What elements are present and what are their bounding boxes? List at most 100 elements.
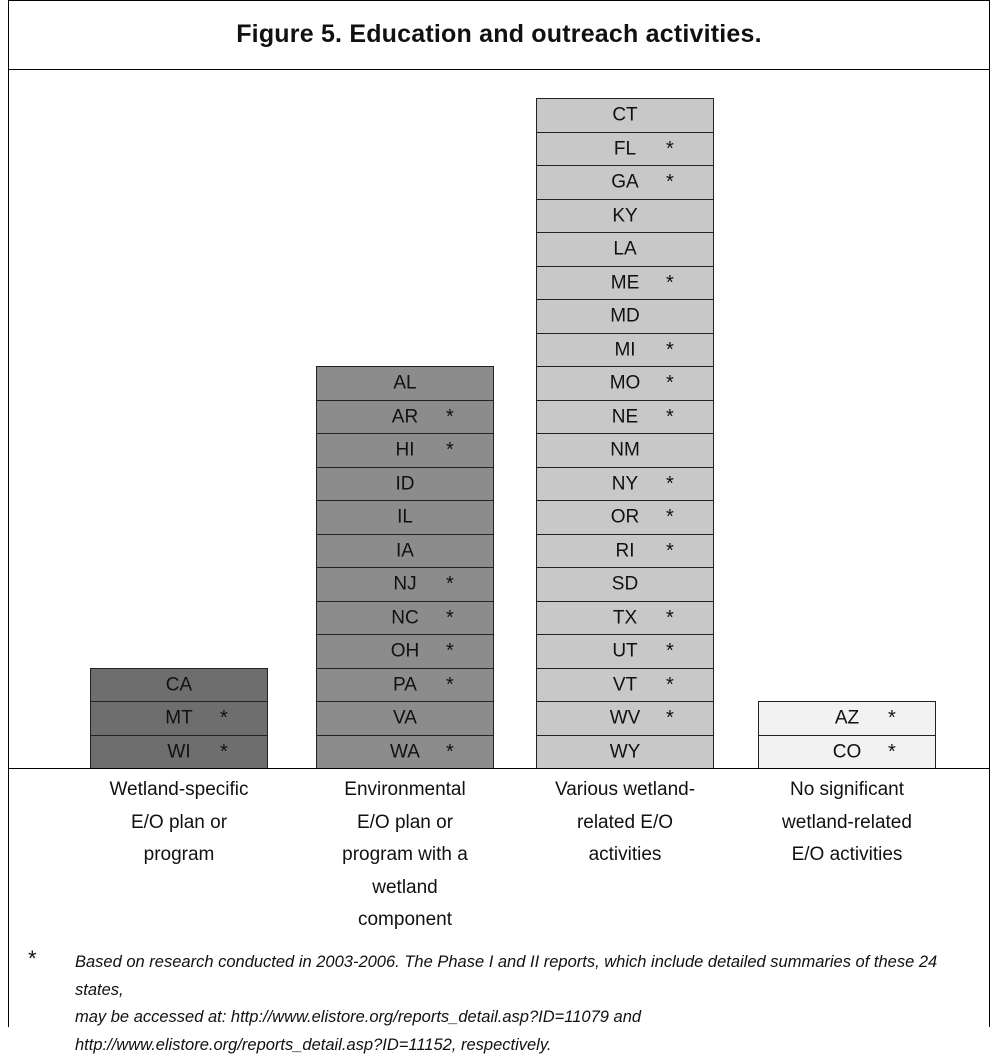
state-abbr: MT	[165, 707, 193, 729]
star-marker: *	[666, 606, 674, 629]
star-marker: *	[446, 640, 454, 663]
state-abbr: UT	[612, 640, 638, 662]
state-cell-ar: AR *	[316, 399, 494, 434]
star-marker: *	[888, 707, 896, 730]
state-abbr: FL	[613, 138, 637, 160]
state-cell-nj: NJ *	[316, 567, 494, 602]
state-cell-oh: OH *	[316, 634, 494, 669]
star-marker: *	[888, 740, 896, 763]
state-cell-tx: TX *	[536, 600, 714, 635]
state-abbr: AL	[393, 372, 417, 394]
star-marker: *	[220, 740, 228, 763]
state-cell-mt: MT *	[90, 701, 268, 736]
state-abbr: WI	[167, 741, 191, 763]
star-marker: *	[446, 405, 454, 428]
star-marker: *	[446, 673, 454, 696]
state-cell-az: AZ *	[758, 701, 936, 736]
figure-title: Figure 5. Education and outreach activit…	[8, 0, 990, 70]
state-abbr: SD	[611, 573, 639, 595]
state-abbr: MI	[614, 339, 636, 361]
state-abbr: NJ	[393, 573, 417, 595]
state-cell-ga: GA *	[536, 165, 714, 200]
chart-baseline	[8, 768, 990, 769]
state-cell-ky: KY	[536, 198, 714, 233]
star-marker: *	[666, 137, 674, 160]
figure-frame	[8, 0, 990, 1027]
state-abbr: AZ	[834, 707, 860, 729]
star-marker: *	[666, 171, 674, 194]
state-abbr: NY	[611, 473, 639, 495]
star-marker: *	[446, 573, 454, 596]
state-cell-ct: CT	[536, 98, 714, 133]
state-abbr: WV	[609, 707, 641, 729]
footnote-marker: *	[28, 946, 37, 971]
state-cell-mo: MO *	[536, 366, 714, 401]
state-abbr: MO	[609, 372, 641, 394]
state-abbr: WY	[609, 741, 641, 763]
state-cell-pa: PA *	[316, 667, 494, 702]
star-marker: *	[666, 472, 674, 495]
state-abbr: KY	[612, 205, 638, 227]
star-marker: *	[666, 506, 674, 529]
state-abbr: ID	[395, 473, 415, 495]
star-marker: *	[666, 271, 674, 294]
state-cell-mi: MI *	[536, 332, 714, 367]
star-marker: *	[666, 640, 674, 663]
state-abbr: CT	[612, 104, 638, 126]
state-cell-al: AL	[316, 366, 494, 401]
state-abbr: OR	[610, 506, 640, 528]
state-cell-la: LA	[536, 232, 714, 267]
state-abbr: PA	[393, 674, 417, 696]
state-cell-sd: SD	[536, 567, 714, 602]
state-abbr: IL	[397, 506, 413, 528]
star-marker: *	[666, 372, 674, 395]
category-label: Various wetland- related E/O activities	[554, 779, 696, 865]
star-marker: *	[220, 707, 228, 730]
state-abbr: ME	[610, 272, 640, 294]
state-abbr: VT	[612, 674, 638, 696]
state-abbr: AR	[391, 406, 419, 428]
star-marker: *	[666, 338, 674, 361]
state-abbr: WA	[390, 741, 420, 763]
state-cell-wy: WY	[536, 734, 714, 769]
state-cell-ri: RI *	[536, 533, 714, 568]
star-marker: *	[666, 673, 674, 696]
state-cell-il: IL	[316, 500, 494, 535]
state-abbr: MD	[610, 305, 640, 327]
state-abbr: CA	[165, 674, 193, 696]
state-cell-me: ME *	[536, 265, 714, 300]
state-cell-hi: HI *	[316, 433, 494, 468]
star-marker: *	[446, 606, 454, 629]
state-cell-ny: NY *	[536, 466, 714, 501]
state-cell-ne: NE *	[536, 399, 714, 434]
state-abbr: OH	[390, 640, 420, 662]
star-marker: *	[666, 405, 674, 428]
state-cell-ut: UT *	[536, 634, 714, 669]
chart-area: CA MT * WI * Wetland-specific E/O plan or pro…	[90, 98, 936, 930]
star-marker: *	[446, 439, 454, 462]
state-cell-nc: NC *	[316, 600, 494, 635]
state-abbr: NM	[610, 439, 640, 461]
state-cell-ia: IA	[316, 533, 494, 568]
state-abbr: LA	[613, 238, 637, 260]
state-cell-va: VA	[316, 701, 494, 736]
state-abbr: VA	[393, 707, 417, 729]
state-abbr: NE	[611, 406, 639, 428]
category-label: Wetland-specific E/O plan or program	[109, 779, 249, 865]
state-abbr: GA	[611, 171, 639, 193]
state-cell-wa: WA *	[316, 734, 494, 769]
state-abbr: RI	[615, 540, 635, 562]
state-cell-wi: WI *	[90, 734, 268, 769]
state-cell-fl: FL *	[536, 131, 714, 166]
state-abbr: TX	[612, 607, 638, 629]
category-label: No significant wetland-related E/O activ…	[782, 779, 912, 865]
state-cell-ca: CA	[90, 667, 268, 702]
footnote-text: Based on research conducted in 2003-2006…	[75, 953, 938, 1054]
state-cell-nm: NM	[536, 433, 714, 468]
state-cell-vt: VT *	[536, 667, 714, 702]
state-cell-md: MD	[536, 299, 714, 334]
state-abbr: IA	[396, 540, 414, 562]
state-cell-id: ID	[316, 466, 494, 501]
state-abbr: CO	[832, 741, 862, 763]
state-cell-wv: WV *	[536, 701, 714, 736]
